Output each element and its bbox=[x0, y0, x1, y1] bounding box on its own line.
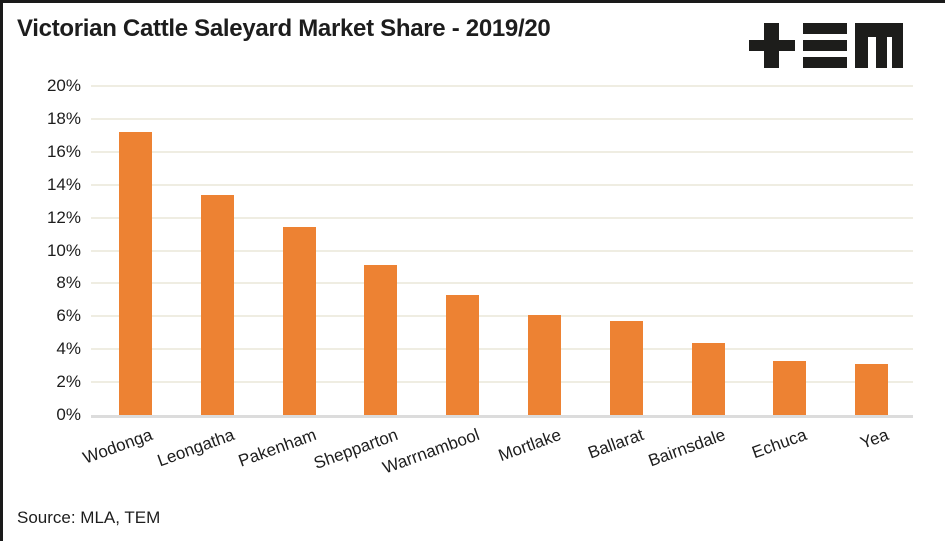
y-axis-tick-label: 14% bbox=[46, 174, 81, 194]
x-axis-label-leongatha: Leongatha bbox=[154, 425, 237, 471]
source-note: Source: MLA, TEM bbox=[17, 508, 161, 527]
y-axis-tick-label: 6% bbox=[56, 306, 81, 326]
gridline bbox=[91, 282, 913, 285]
bar-mortlake bbox=[528, 314, 561, 415]
logo-bars-icon bbox=[803, 23, 847, 34]
x-axis-label-bairnsdale: Bairnsdale bbox=[645, 425, 728, 471]
x-axis-line bbox=[91, 415, 913, 418]
bar-yea bbox=[855, 364, 889, 415]
bar-ballarat bbox=[609, 321, 643, 415]
y-axis-tick-label: 8% bbox=[56, 273, 81, 293]
gridline bbox=[91, 150, 913, 153]
y-axis-tick-label: 20% bbox=[46, 76, 81, 95]
x-axis-label-pakenham: Pakenham bbox=[235, 425, 319, 471]
y-axis-tick-label: 12% bbox=[46, 207, 81, 227]
bar-shepparton bbox=[364, 265, 398, 415]
x-axis-label-wodonga: Wodonga bbox=[80, 425, 155, 468]
gridline bbox=[91, 249, 913, 252]
x-axis-label-echuca: Echuca bbox=[749, 425, 810, 463]
gridline bbox=[91, 183, 913, 186]
y-axis-tick-label: 2% bbox=[56, 372, 81, 392]
gridline bbox=[91, 315, 913, 318]
y-axis-tick-label: 0% bbox=[56, 405, 81, 424]
gridline bbox=[91, 348, 913, 351]
y-axis-tick-label: 16% bbox=[46, 141, 81, 161]
x-axis-label-ballarat: Ballarat bbox=[585, 425, 646, 463]
gridline bbox=[91, 117, 913, 120]
chart-title: Victorian Cattle Saleyard Market Share -… bbox=[17, 15, 551, 42]
bar-wodonga bbox=[119, 132, 152, 415]
y-axis-tick-label: 18% bbox=[46, 108, 81, 128]
bar-pakenham bbox=[282, 227, 316, 415]
gridline bbox=[91, 85, 913, 87]
y-axis-tick-label: 10% bbox=[46, 240, 81, 260]
x-axis-label-mortlake: Mortlake bbox=[496, 425, 564, 466]
tem-logo bbox=[749, 23, 903, 68]
x-axis-label-yea: Yea bbox=[857, 425, 892, 453]
bar-warrnambool bbox=[446, 294, 480, 415]
gridline bbox=[91, 381, 913, 384]
bar-leongatha bbox=[200, 194, 234, 415]
gridline bbox=[91, 216, 913, 219]
bar-bairnsdale bbox=[691, 342, 725, 415]
bar-echuca bbox=[773, 360, 807, 415]
y-axis-tick-label: 4% bbox=[56, 339, 81, 359]
